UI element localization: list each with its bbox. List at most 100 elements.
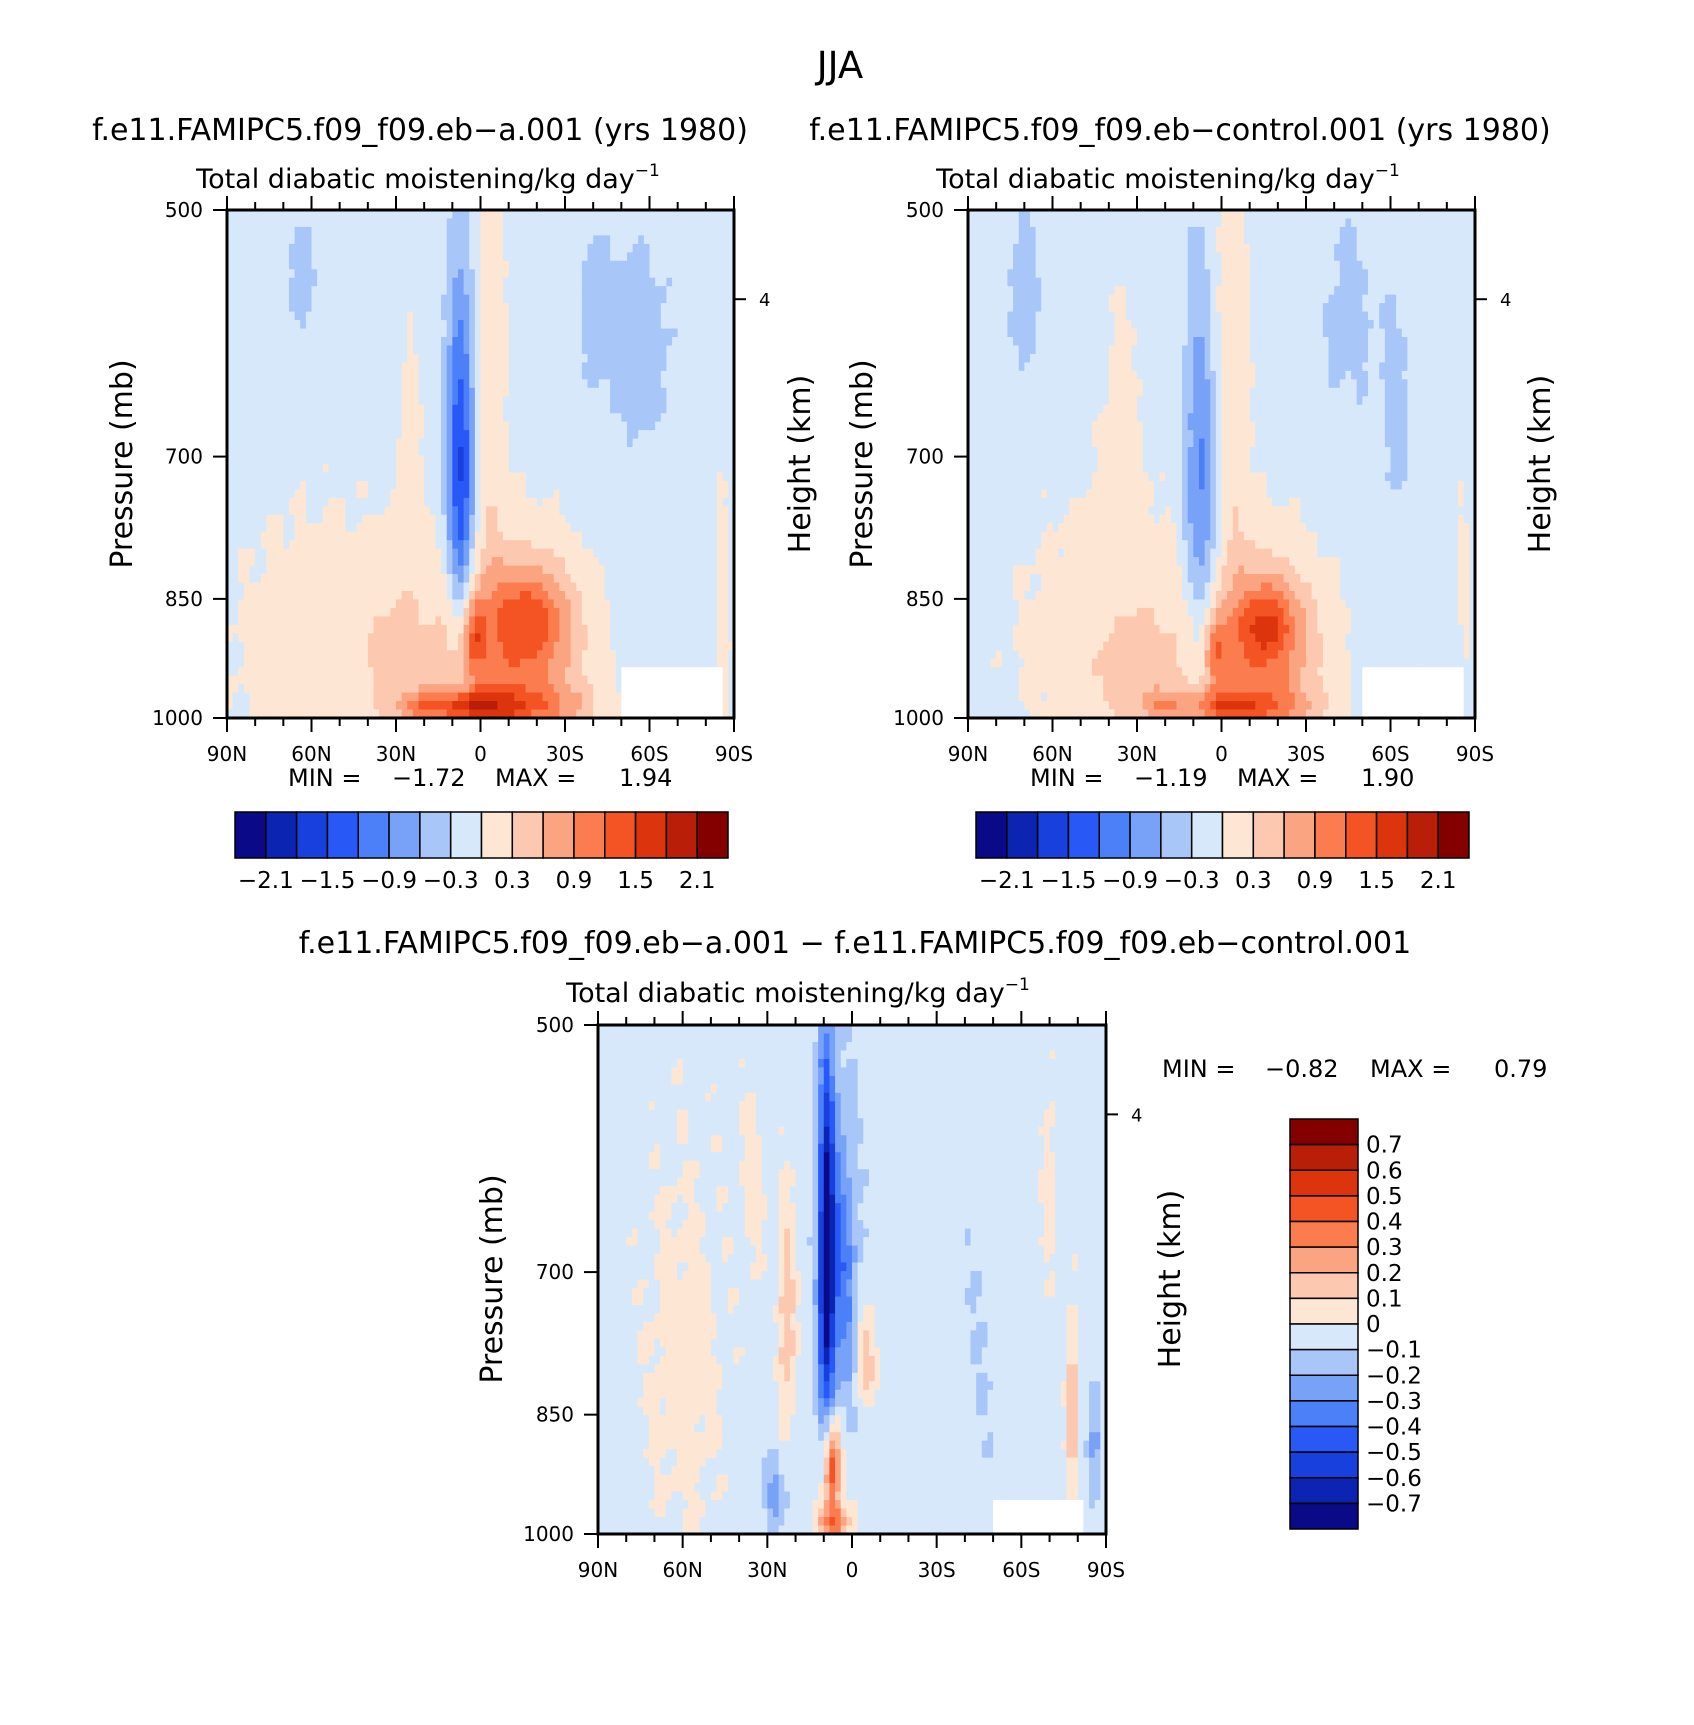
- heatmap-cell: [469, 396, 475, 405]
- heatmap-cell: [542, 464, 548, 473]
- heatmap-cell: [666, 557, 672, 566]
- heatmap-cell: [351, 329, 357, 338]
- heatmap-cell: [464, 312, 470, 321]
- heatmap-cell: [689, 312, 695, 321]
- heatmap-cell: [717, 303, 723, 312]
- heatmap-cell: [627, 667, 633, 676]
- heatmap-cell: [464, 227, 470, 236]
- heatmap-cell: [458, 456, 464, 465]
- heatmap-cell: [571, 362, 577, 371]
- heatmap-cell: [486, 244, 492, 253]
- heatmap-cell: [295, 269, 301, 278]
- heatmap-cell: [514, 464, 520, 473]
- heatmap-cell: [238, 405, 244, 414]
- heatmap-cell: [283, 633, 289, 642]
- heatmap-cell: [351, 650, 357, 659]
- heatmap-cell: [582, 456, 588, 465]
- heatmap-cell: [340, 583, 346, 592]
- heatmap-cell: [390, 447, 396, 456]
- heatmap-cell: [576, 312, 582, 321]
- heatmap-cell: [700, 608, 706, 617]
- heatmap-cell: [458, 599, 464, 608]
- heatmap-cell: [250, 506, 256, 515]
- heatmap-cell: [593, 549, 599, 558]
- heatmap-cell: [447, 278, 453, 287]
- heatmap-cell: [323, 396, 329, 405]
- heatmap-cell: [565, 269, 571, 278]
- heatmap-cell: [633, 252, 639, 261]
- heatmap-cell: [627, 439, 633, 448]
- heatmap-cell: [317, 456, 323, 465]
- heatmap-cell: [588, 625, 594, 634]
- heatmap-cell: [469, 286, 475, 295]
- heatmap-cell: [531, 312, 537, 321]
- heatmap-cell: [509, 354, 515, 363]
- heatmap-cell: [283, 244, 289, 253]
- heatmap-cell: [678, 481, 684, 490]
- heatmap-cell: [700, 295, 706, 304]
- heatmap-cell: [576, 633, 582, 642]
- heatmap-cell: [255, 472, 261, 481]
- heatmap-cell: [402, 252, 408, 261]
- heatmap-cell: [289, 269, 295, 278]
- heatmap-cell: [340, 557, 346, 566]
- heatmap-cell: [475, 456, 481, 465]
- heatmap-cell: [283, 345, 289, 354]
- heatmap-cell: [531, 261, 537, 270]
- heatmap-cell: [379, 625, 385, 634]
- heatmap-cell: [340, 472, 346, 481]
- heatmap-cell: [447, 574, 453, 583]
- heatmap-cell: [683, 540, 689, 549]
- heatmap-cell: [486, 599, 492, 608]
- heatmap-cell: [312, 472, 318, 481]
- heatmap-cell: [233, 286, 239, 295]
- heatmap-cell: [430, 591, 436, 600]
- heatmap-cell: [571, 583, 577, 592]
- heatmap-cell: [435, 481, 441, 490]
- heatmap-cell: [317, 676, 323, 685]
- heatmap-cell: [379, 583, 385, 592]
- heatmap-cell: [554, 481, 560, 490]
- heatmap-cell: [441, 616, 447, 625]
- heatmap-cell: [266, 337, 272, 346]
- heatmap-cell: [486, 523, 492, 532]
- heatmap-cell: [266, 295, 272, 304]
- heatmap-cell: [644, 447, 650, 456]
- heatmap-cell: [492, 566, 498, 575]
- heatmap-cell: [509, 371, 515, 380]
- heatmap-cell: [300, 633, 306, 642]
- heatmap-cell: [526, 345, 532, 354]
- heatmap-cell: [385, 269, 391, 278]
- heatmap-cell: [683, 261, 689, 270]
- heatmap-cell: [711, 574, 717, 583]
- heatmap-cell: [689, 498, 695, 507]
- heatmap-cell: [571, 303, 577, 312]
- heatmap-cell: [334, 616, 340, 625]
- heatmap-cell: [554, 261, 560, 270]
- heatmap-cell: [373, 312, 379, 321]
- heatmap-cell: [362, 295, 368, 304]
- heatmap-cell: [559, 295, 565, 304]
- heatmap-cell: [711, 481, 717, 490]
- heatmap-cell: [559, 362, 565, 371]
- heatmap-cell: [548, 583, 554, 592]
- heatmap-cell: [723, 261, 729, 270]
- heatmap-cell: [650, 659, 656, 668]
- heatmap-cell: [492, 591, 498, 600]
- heatmap-cell: [233, 515, 239, 524]
- heatmap-cell: [373, 591, 379, 600]
- heatmap-cell: [283, 261, 289, 270]
- heatmap-cell: [678, 396, 684, 405]
- heatmap-cell: [447, 345, 453, 354]
- heatmap-cell: [295, 379, 301, 388]
- heatmap-cell: [469, 244, 475, 253]
- heatmap-cell: [244, 354, 250, 363]
- heatmap-cell: [312, 523, 318, 532]
- heatmap-cell: [481, 625, 487, 634]
- heatmap-cell: [464, 574, 470, 583]
- heatmap-cell: [571, 371, 577, 380]
- heatmap-cell: [255, 227, 261, 236]
- heatmap-cell: [334, 532, 340, 541]
- heatmap-cell: [559, 583, 565, 592]
- heatmap-cell: [402, 396, 408, 405]
